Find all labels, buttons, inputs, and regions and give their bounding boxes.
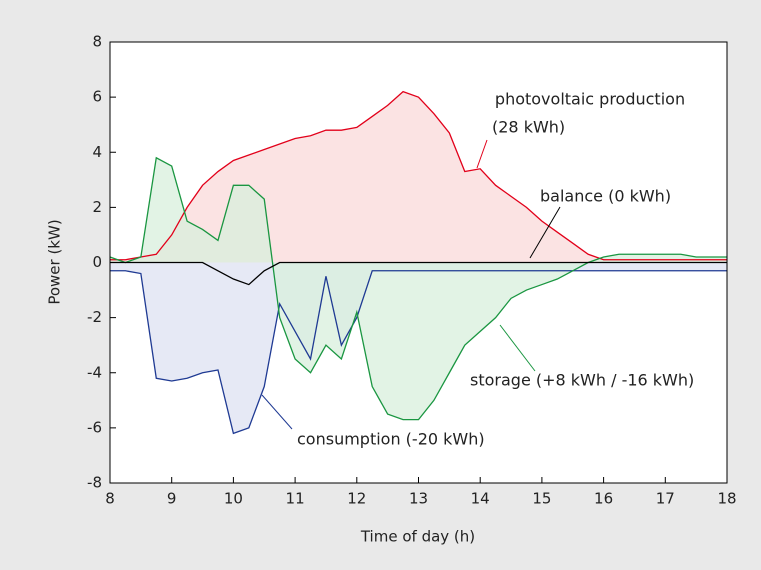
leader-line [529, 206, 561, 259]
series-line [110, 270, 727, 435]
x-tick-label: 17 [656, 490, 675, 508]
y-tick-label: -4 [87, 363, 102, 381]
annotation: balance (0 kWh) [540, 187, 671, 206]
area [110, 157, 727, 420]
y-tick-label: 4 [92, 143, 102, 161]
series-line [110, 90, 727, 261]
y-axis-label: Power (kW) [46, 219, 64, 304]
series-line [109, 156, 727, 421]
y-tick-label: -8 [87, 474, 102, 492]
x-tick-label: 11 [286, 490, 305, 508]
annotation: storage (+8 kWh / -16 kWh) [470, 371, 694, 390]
x-tick-label: 18 [717, 490, 736, 508]
leader-line [499, 324, 536, 372]
x-tick-label: 12 [347, 490, 366, 508]
area [110, 262, 727, 434]
y-tick-label: -2 [87, 308, 102, 326]
y-tick-label: 8 [92, 33, 102, 51]
x-axis-label: Time of day (h) [360, 528, 475, 546]
leader-line [476, 139, 488, 169]
annotation: photovoltaic production [495, 90, 685, 109]
y-tick-label: 6 [92, 88, 102, 106]
annotation: (28 kWh) [492, 118, 565, 137]
y-tick-label: 2 [92, 198, 102, 216]
x-tick-label: 14 [471, 490, 490, 508]
x-tick-label: 13 [409, 490, 428, 508]
x-tick-label: 8 [105, 490, 115, 508]
x-tick-label: 15 [532, 490, 551, 508]
annotation: consumption (-20 kWh) [297, 430, 485, 449]
x-tick-label: 9 [167, 490, 177, 508]
series-line [110, 261, 727, 286]
y-tick-label: 0 [92, 253, 102, 271]
y-tick-label: -6 [87, 418, 102, 436]
x-tick-label: 10 [224, 490, 243, 508]
x-tick-label: 16 [594, 490, 613, 508]
leader-line [261, 394, 293, 430]
